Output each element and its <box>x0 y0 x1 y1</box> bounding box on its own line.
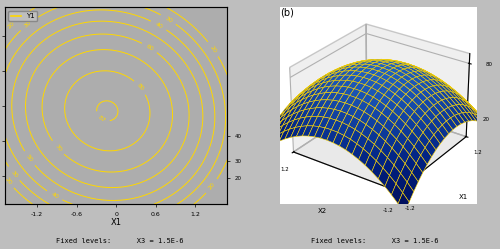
Text: 30: 30 <box>10 169 18 178</box>
X-axis label: X2: X2 <box>318 208 326 214</box>
Text: 20: 20 <box>4 177 13 186</box>
Text: Fixed levels:      X3 = 1.5E-6: Fixed levels: X3 = 1.5E-6 <box>56 238 184 244</box>
Text: 40: 40 <box>154 21 164 29</box>
Text: (b): (b) <box>280 7 294 17</box>
Text: 87: 87 <box>96 114 106 123</box>
Text: 30: 30 <box>23 20 32 29</box>
Text: 60: 60 <box>145 43 154 52</box>
Text: 50: 50 <box>25 154 34 163</box>
Text: 20: 20 <box>209 44 218 54</box>
X-axis label: X1: X1 <box>110 218 122 227</box>
Text: 40: 40 <box>50 191 59 200</box>
Text: 80: 80 <box>136 83 144 92</box>
Text: Fixed levels:      X3 = 1.5E-6: Fixed levels: X3 = 1.5E-6 <box>311 238 439 244</box>
Y-axis label: X1: X1 <box>459 194 468 200</box>
Text: 20: 20 <box>208 182 216 191</box>
Legend: Y1: Y1 <box>8 11 38 21</box>
Text: 70: 70 <box>54 143 62 152</box>
Text: 30: 30 <box>164 15 173 23</box>
Text: 20: 20 <box>7 21 16 30</box>
